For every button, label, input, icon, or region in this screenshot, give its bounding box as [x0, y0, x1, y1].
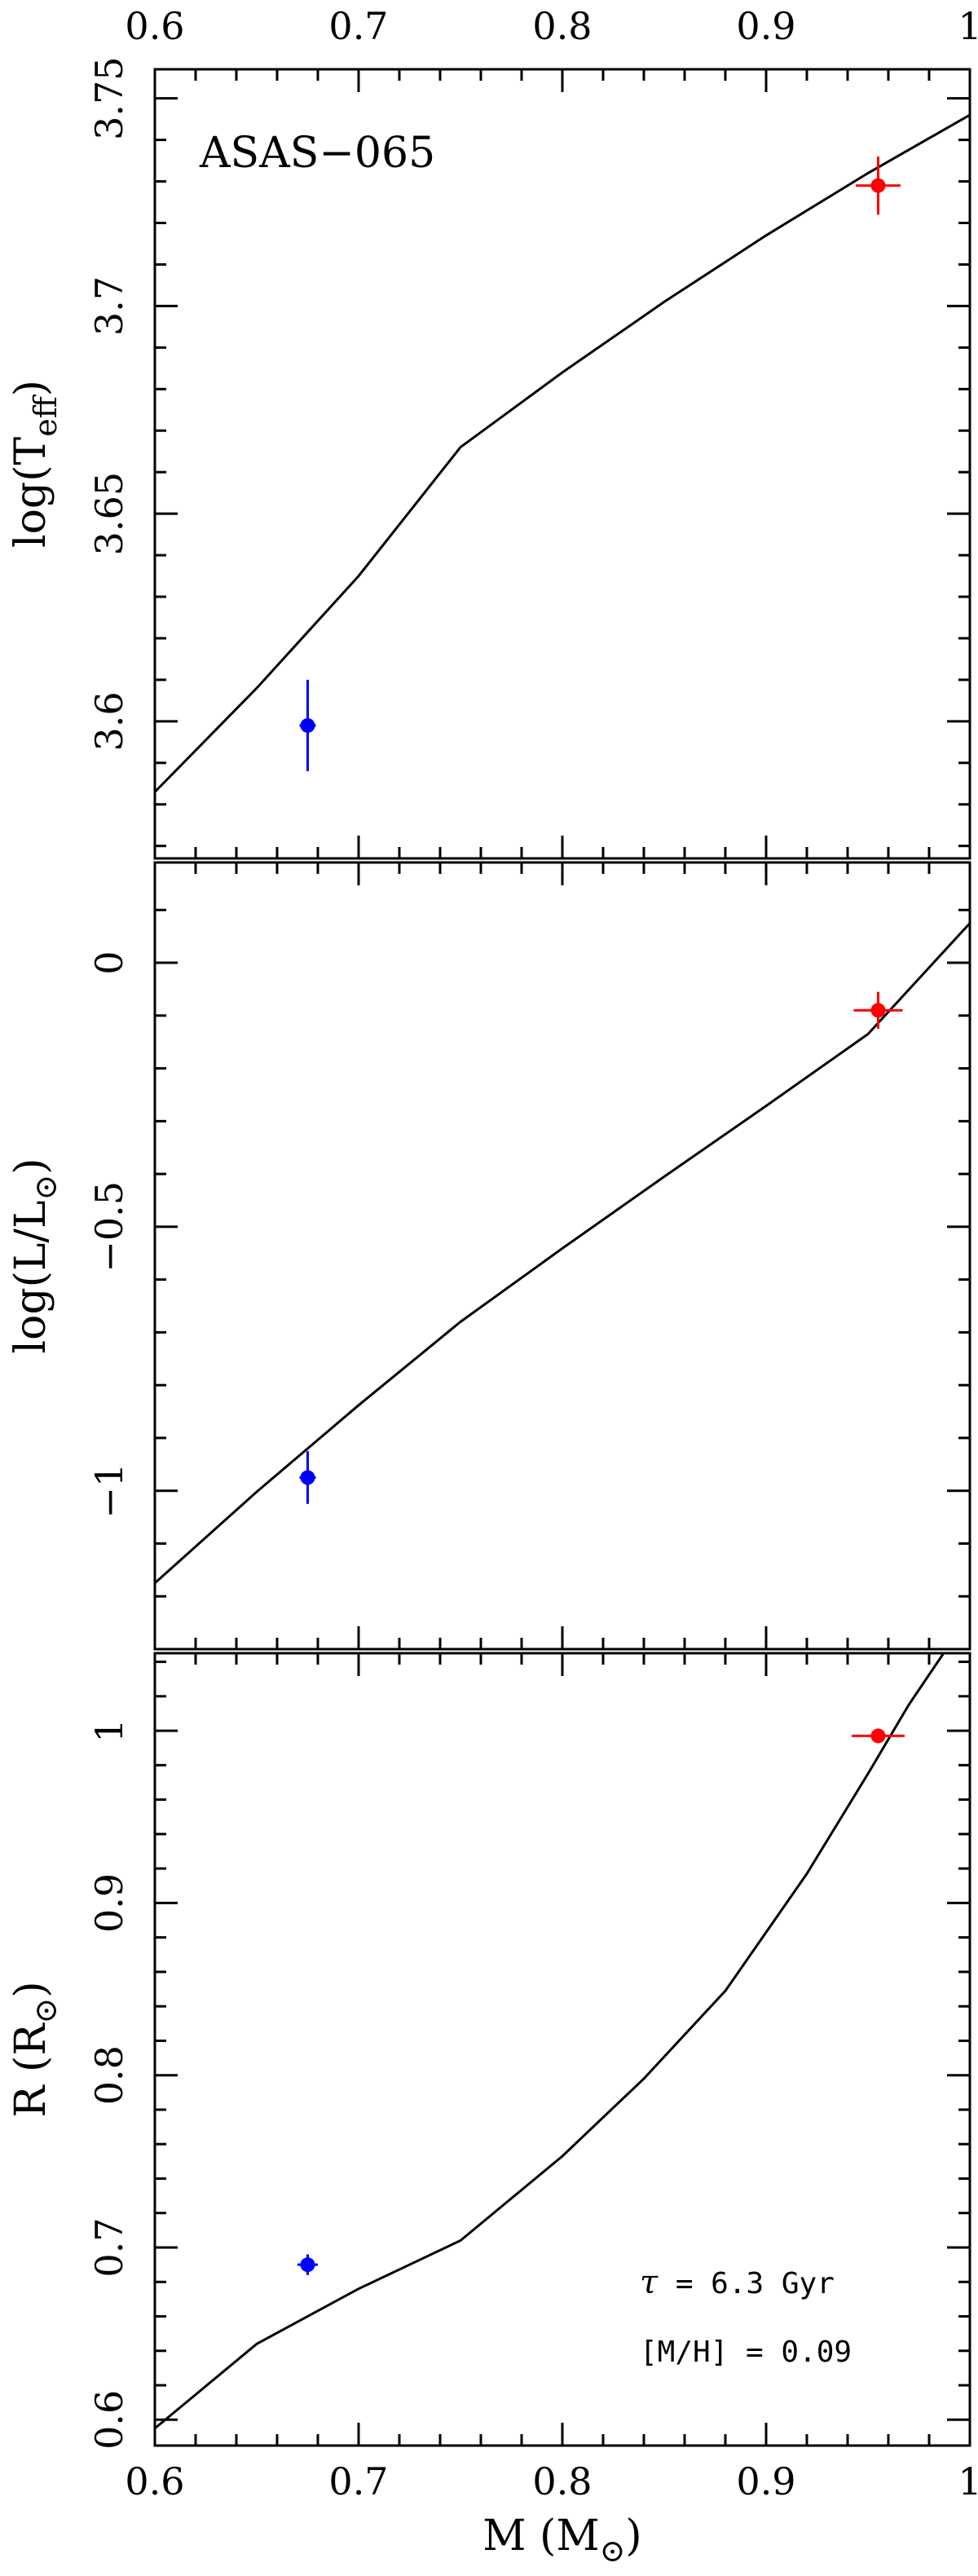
- y-axis-title: log(L/L⊙): [7, 1158, 64, 1353]
- x-axis-title: M (M⊙): [482, 2512, 641, 2569]
- star-primary: [856, 156, 901, 215]
- star-primary: [852, 1728, 905, 1744]
- star-secondary: [299, 1451, 316, 1504]
- model-isochrone-line: [155, 922, 970, 1585]
- star-point: [870, 1003, 886, 1018]
- model-parameter-label: τ = 6.3 Gyr: [640, 2264, 835, 2301]
- y-tick-label: 0.7: [87, 2217, 131, 2277]
- x-tick-label-top: 0.8: [532, 4, 592, 48]
- x-tick-label-top: 0.6: [125, 4, 184, 48]
- y-axis-title: R (R⊙): [7, 1981, 64, 2117]
- panel-middle: −1 −0.5 0 log(L/L⊙): [7, 861, 971, 1651]
- y-axis-title-main: log(T: [7, 436, 55, 548]
- y-axis-title-main: R (R: [7, 2022, 55, 2118]
- y-tick-label: −1: [87, 1463, 131, 1519]
- y-tick-label: −0.5: [87, 1181, 131, 1273]
- y-axis-title-end: ): [7, 1158, 55, 1174]
- star-point: [300, 1470, 315, 1485]
- x-tick-label-top: 1: [958, 4, 978, 48]
- y-axis-title-sub: ⊙: [28, 1175, 64, 1201]
- y-axis-title-sub: eff: [28, 394, 64, 436]
- x-axis-title-sub: ⊙: [600, 2533, 626, 2569]
- model-parameter-text: = 6.3 Gyr: [658, 2267, 835, 2300]
- y-axis-title-end: ): [7, 1981, 55, 1997]
- x-axis-title-main: M (M: [482, 2512, 599, 2561]
- star-point: [300, 717, 315, 733]
- x-axis-title-end: ): [625, 2512, 641, 2561]
- y-tick-label: 3.75: [87, 56, 131, 139]
- y-tick-label: 3.7: [87, 276, 131, 336]
- x-tick-label-bottom: 0.6: [125, 2459, 184, 2503]
- y-tick-label: 1: [87, 1718, 131, 1742]
- star-point: [870, 178, 886, 193]
- system-name-label: ASAS−065: [199, 129, 435, 178]
- star-point: [870, 1728, 886, 1744]
- plot-frame: [153, 68, 971, 860]
- x-tick-label-bottom: 1: [958, 2459, 978, 2503]
- x-tick-label-bottom: 0.7: [328, 2459, 388, 2503]
- y-axis-title: log(Teff): [7, 380, 64, 548]
- model-isochrone-line: [155, 113, 970, 793]
- x-tick-label-top: 0.9: [736, 4, 795, 48]
- y-tick-label: 0.6: [87, 2390, 131, 2450]
- model-parameter-symbol: τ: [640, 2264, 659, 2301]
- model-isochrone-line: [155, 1653, 945, 2430]
- plot-frame: [153, 861, 971, 1651]
- y-tick-label: 0.8: [87, 2045, 131, 2105]
- model-parameter-label: [M/H] = 0.09: [640, 2336, 852, 2369]
- star-secondary: [299, 679, 316, 772]
- y-axis-title-main: log(L/L: [7, 1201, 55, 1354]
- y-axis-title-sub: ⊙: [28, 1998, 64, 2024]
- panel-bottom: 0.60.70.80.910.6 0.7 0.8 0.9 1R (R⊙)M (M⊙)τ …: [7, 1652, 978, 2569]
- plot-frame: [153, 1652, 971, 2447]
- star-point: [300, 2257, 315, 2273]
- y-tick-label: 0: [87, 951, 131, 974]
- star-primary: [853, 991, 903, 1030]
- panel-top: 3.6 3.65 3.7 3.75 0.6 0.7 0.8 0.9 1 log(Teff) ASAS…: [7, 4, 978, 860]
- y-tick-label: 0.9: [87, 1873, 131, 1933]
- y-tick-label: 3.65: [87, 472, 131, 555]
- x-tick-label-top: 0.7: [328, 4, 388, 48]
- model-parameter-text: [M/H] = 0.09: [640, 2336, 852, 2369]
- x-tick-label-bottom: 0.9: [736, 2459, 795, 2503]
- y-axis-title-end: ): [7, 380, 55, 396]
- x-tick-label-bottom: 0.8: [532, 2459, 592, 2503]
- star-secondary: [297, 2254, 318, 2275]
- y-tick-label: 3.6: [87, 691, 131, 751]
